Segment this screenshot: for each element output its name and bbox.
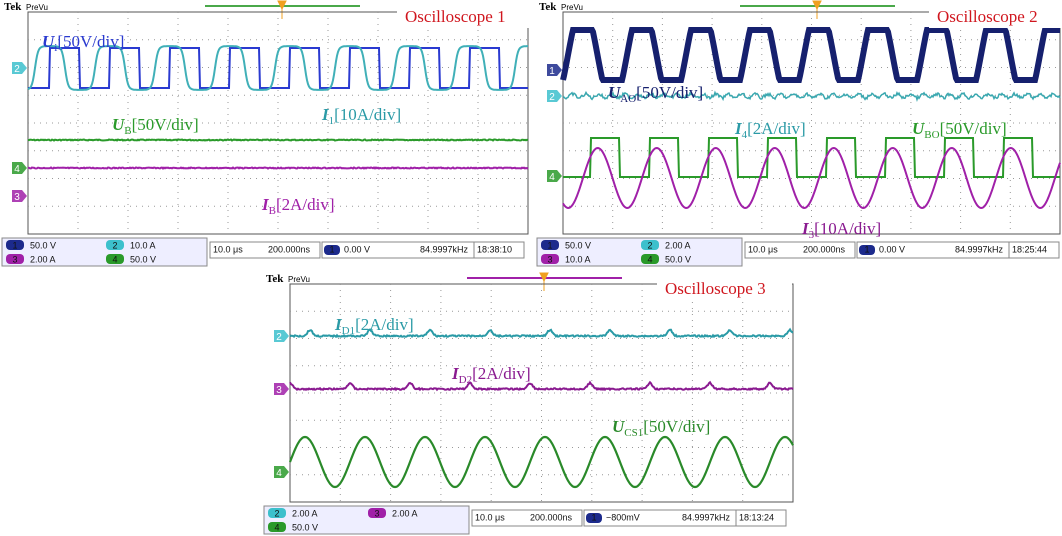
signal-symbol: U bbox=[612, 417, 625, 436]
timebase: 10.0 μs bbox=[748, 244, 778, 254]
channel-setting: 2.00 A bbox=[30, 254, 56, 264]
sample-interval: 200.000ns bbox=[268, 244, 311, 254]
figure: TekPreVu243Ui[50V/div]I1[10A/div]UB[50V/… bbox=[0, 0, 1062, 536]
screen bbox=[262, 272, 795, 536]
channel-marker-label: 4 bbox=[276, 468, 282, 479]
signal-subscript: D1 bbox=[342, 325, 355, 337]
timebase: 10.0 μs bbox=[475, 512, 505, 522]
channel-setting: 50.0 V bbox=[130, 254, 156, 264]
clock: 18:25:44 bbox=[1012, 244, 1047, 254]
channel-setting: 2.00 A bbox=[665, 240, 691, 250]
signal-symbol: U bbox=[608, 83, 621, 102]
trigger-channel: 1 bbox=[591, 512, 596, 522]
signal-scale: [2A/div] bbox=[472, 364, 531, 383]
mode: PreVu bbox=[288, 275, 310, 284]
channel-setting: 10.0 A bbox=[130, 240, 156, 250]
signal-scale: [10A/div] bbox=[814, 219, 881, 238]
channel-setting: 2.00 A bbox=[292, 508, 318, 518]
channel-setting: 50.0 V bbox=[565, 240, 591, 250]
clock: 18:38:10 bbox=[477, 244, 512, 254]
trigger-frequency: 84.9997kHz bbox=[682, 512, 731, 522]
channel-number: 2 bbox=[274, 508, 279, 518]
channel-marker-label: 2 bbox=[14, 64, 20, 75]
channel-marker-label: 4 bbox=[549, 172, 555, 183]
signal-subscript: B bbox=[124, 125, 131, 137]
channel-setting: 50.0 V bbox=[665, 254, 691, 264]
channel-marker-label: 2 bbox=[276, 332, 282, 343]
signal-scale: [50V/div] bbox=[57, 32, 124, 51]
signal-scale: [50V/div] bbox=[940, 119, 1007, 138]
signal-scale: [50V/div] bbox=[132, 115, 199, 134]
signal-scale: [10A/div] bbox=[334, 105, 401, 124]
channel-number: 4 bbox=[647, 254, 652, 264]
channel-number: 4 bbox=[274, 522, 279, 532]
waveform bbox=[28, 140, 528, 141]
signal-scale: [50V/div] bbox=[636, 83, 703, 102]
channel-marker-label: 1 bbox=[549, 66, 555, 77]
signal-subscript: B bbox=[269, 205, 276, 217]
channel-number: 2 bbox=[647, 240, 652, 250]
signal-scale: [2A/div] bbox=[355, 315, 414, 334]
signal-subscript: D2 bbox=[459, 374, 472, 386]
signal-subscript: CS1 bbox=[624, 427, 643, 439]
channel-marker-label: 3 bbox=[276, 385, 282, 396]
brand: Tek bbox=[4, 1, 22, 13]
timebase: 10.0 μs bbox=[213, 244, 243, 254]
trigger-frequency: 84.9997kHz bbox=[955, 244, 1004, 254]
trigger-channel: 1 bbox=[329, 244, 334, 254]
scope-title: Oscilloscope 2 bbox=[937, 7, 1038, 26]
signal-symbol: U bbox=[112, 115, 125, 134]
channel-marker-label: 4 bbox=[14, 164, 20, 175]
channel-number: 3 bbox=[12, 254, 17, 264]
signal-symbol: U bbox=[42, 32, 55, 51]
channel-number: 1 bbox=[547, 240, 552, 250]
sample-interval: 200.000ns bbox=[803, 244, 846, 254]
waveform bbox=[28, 168, 528, 169]
channel-setting: 10.0 A bbox=[565, 254, 591, 264]
channel-setting: 2.00 A bbox=[392, 508, 418, 518]
signal-scale: [2A/div] bbox=[276, 195, 335, 214]
channel-setting: 50.0 V bbox=[30, 240, 56, 250]
trigger-frequency: 84.9997kHz bbox=[420, 244, 469, 254]
trigger-level: 0.00 V bbox=[344, 244, 370, 254]
channel-number: 4 bbox=[112, 254, 117, 264]
channel-setting: 50.0 V bbox=[292, 522, 318, 532]
signal-subscript: AO bbox=[620, 93, 636, 105]
trigger-level: −800mV bbox=[606, 512, 640, 522]
channel-marker-label: 3 bbox=[14, 192, 20, 203]
channel-number: 1 bbox=[12, 240, 17, 250]
mode: PreVu bbox=[26, 3, 48, 12]
trigger-level: 0.00 V bbox=[879, 244, 905, 254]
signal-scale: [2A/div] bbox=[747, 119, 806, 138]
sample-interval: 200.000ns bbox=[530, 512, 573, 522]
signal-subscript: BO bbox=[924, 129, 939, 141]
signal-scale: [50V/div] bbox=[643, 417, 710, 436]
signal-symbol: U bbox=[912, 119, 925, 138]
channel-number: 3 bbox=[547, 254, 552, 264]
channel-number: 2 bbox=[112, 240, 117, 250]
mode: PreVu bbox=[561, 3, 583, 12]
scope-title: Oscilloscope 1 bbox=[405, 7, 506, 26]
clock: 18:13:24 bbox=[739, 512, 774, 522]
channel-number: 3 bbox=[374, 508, 379, 518]
scope-title: Oscilloscope 3 bbox=[665, 279, 766, 298]
brand: Tek bbox=[266, 273, 284, 285]
trigger-channel: 1 bbox=[864, 244, 869, 254]
brand: Tek bbox=[539, 1, 557, 13]
channel-marker-label: 2 bbox=[549, 92, 555, 103]
